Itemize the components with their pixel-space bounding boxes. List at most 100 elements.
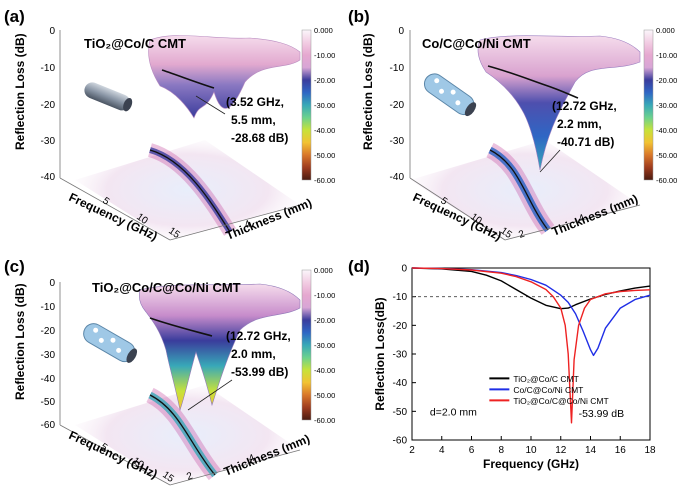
panel-b-annotation: (12.72 GHz, 2.2 mm, -40.71 dB) <box>552 99 617 149</box>
x-tick-label: 4 <box>439 445 445 456</box>
panel-a-annotation-pointer <box>195 95 226 115</box>
panel-c-z-ticks: 0 -10 -20 -30 -40 -50 -60 <box>41 278 56 431</box>
colorbar-tick-label: -30.00 <box>656 101 677 110</box>
panel-b-z-label: Reflection Loss (dB) <box>361 33 375 150</box>
panel-c-contour-line <box>149 394 216 476</box>
panel-b-annotation-line-2: 2.2 mm, <box>557 117 602 131</box>
y-tick-label: -20 <box>393 321 408 332</box>
panel-a-axis-x <box>59 177 171 241</box>
panel-a-annotation-line-2: 5.5 mm, <box>231 113 276 127</box>
panel-b-surface-min-line <box>487 65 579 99</box>
panel-b: (b) Co/C@Co/Ni CMT (12.72 GHz, 2.2 mm, -… <box>348 7 677 243</box>
panel-a-annotation-line-3: -28.68 dB) <box>231 131 288 145</box>
panel-c-annotation-line-2: 2.0 mm, <box>231 347 276 361</box>
panel-a-contour-line <box>149 149 231 233</box>
colorbar-tick-label: -60.00 <box>314 416 335 425</box>
panel-c-z-tick: 0 <box>49 278 55 289</box>
panel-a-z-ticks: 0 -10 -20 -30 -40 <box>41 26 56 183</box>
colorbar-tick-label: -20.00 <box>314 316 335 325</box>
panel-a-floor <box>75 140 300 240</box>
colorbar-tick-label: -40.00 <box>314 126 335 135</box>
panel-c-surface <box>138 283 301 412</box>
legend-entry: Co/C@Co/Ni CMT <box>513 385 583 395</box>
colorbar-tick-label: -40.00 <box>314 366 335 375</box>
panel-c-tube-icon <box>83 323 138 363</box>
panel-c-z-tick: -10 <box>41 302 56 313</box>
series-line-3 <box>411 267 651 424</box>
colorbar-tick-label: -50.00 <box>314 151 335 160</box>
legend-entry: TiO₂@Co/C CMT <box>513 374 578 384</box>
colorbar-tick-label: 0.000 <box>656 26 675 35</box>
panel-b-colorbar: 0.000 -10.00 -20.00 -30.00 -40.00 -50.00 -60.0… <box>643 26 677 185</box>
x-tick-label: 2 <box>409 445 415 456</box>
x-tick-label: 8 <box>498 445 504 456</box>
series-line-1 <box>411 267 651 310</box>
x-tick-label: 18 <box>644 445 656 456</box>
x-tick-label: 6 <box>469 445 475 456</box>
thickness-annotation: d=2.0 mm <box>430 407 477 419</box>
y-tick-label: 0 <box>401 264 407 275</box>
panel-d-chart: 2 4 6 8 10 12 14 16 18 0 -10 -20 -30 -40 -50 -60 Frequen… <box>373 264 656 472</box>
legend-entry: TiO₂@Co/C@Co/Ni CMT <box>513 396 608 406</box>
panel-c-z-tick: -60 <box>41 420 56 431</box>
panel-b-z-tick: -30 <box>390 136 405 147</box>
panel-c-letter: (c) <box>4 257 25 276</box>
colorbar-tick-label: -60.00 <box>314 176 335 185</box>
panel-c-z-tick: -50 <box>41 397 56 408</box>
panel-b-annotation-line-1: (12.72 GHz, <box>552 99 617 113</box>
colorbar-tick-label: 0.000 <box>314 26 333 35</box>
panel-b-annotation-pointer <box>539 149 561 173</box>
y-tick-label: -50 <box>393 407 408 418</box>
colorbar-scale <box>301 29 312 181</box>
x-tick-label: 16 <box>615 445 627 456</box>
panel-c-x-tick: 5 <box>98 441 109 453</box>
panel-b-z-ticks: 0 -10 -20 -30 -40 <box>390 26 405 183</box>
colorbar-tick-label: -10.00 <box>656 51 677 60</box>
panel-c-annotation-pointer <box>187 379 233 411</box>
y-tick-label: -10 <box>393 292 408 303</box>
panel-a-colorbar: 0.000 -10.00 -20.00 -30.00 -40.00 -50.00 -60.0… <box>301 26 335 185</box>
colorbar-tick-label: -50.00 <box>656 151 677 160</box>
panel-a-annotation: (3.52 GHz, 5.5 mm, -28.68 dB) <box>226 95 288 145</box>
panel-b-y-tick: 4 <box>577 212 586 224</box>
panel-c: (c) TiO₂@Co/C@Co/Ni CMT (12.72 GHz, 2.0 … <box>4 257 335 486</box>
panel-b-annotation-line-3: -40.71 dB) <box>557 135 614 149</box>
colorbar-tick-label: -30.00 <box>314 341 335 350</box>
panel-b-axis-y <box>504 204 641 241</box>
colorbar-tick-label: -60.00 <box>656 176 677 185</box>
panel-a-tube-icon <box>84 82 133 112</box>
panel-a-axis-y <box>169 204 301 241</box>
panel-b-z-tick: -40 <box>390 172 405 183</box>
colorbar-tick-label: -40.00 <box>656 126 677 135</box>
panel-b-z-tick: -10 <box>390 63 405 74</box>
colorbar-tick-label: -30.00 <box>314 101 335 110</box>
x-axis-label: Frequency (GHz) <box>483 457 579 471</box>
panel-c-y-tick: 2 <box>185 470 194 482</box>
panel-b-z-tick: 0 <box>398 26 404 37</box>
panel-a-y-tick: 4 <box>243 218 252 230</box>
panel-b-contour-line <box>489 149 549 231</box>
panel-b-z-tick: -20 <box>390 100 405 111</box>
colorbar-tick-label: -10.00 <box>314 291 335 300</box>
colorbar-tick-label: -20.00 <box>314 76 335 85</box>
panel-a-surface <box>148 35 301 119</box>
panel-b-x-tick: 5 <box>438 195 449 207</box>
panel-b-letter: (b) <box>348 7 370 26</box>
panel-d-letter: (d) <box>348 257 370 276</box>
panel-a: (a) TiO₂@Co/C CMT (3.52 GHz, 5.5 mm, -28… <box>4 7 335 243</box>
colorbar-tick-label: -50.00 <box>314 391 335 400</box>
panel-c-axis-x <box>59 424 171 486</box>
panel-a-z-tick: 0 <box>49 26 55 37</box>
panel-d: (d) 2 4 6 8 10 12 14 16 18 0 -10 -20 -30 -40 -50 -60 Fre… <box>348 257 656 471</box>
x-tick-label: 14 <box>585 445 597 456</box>
panel-a-title: TiO₂@Co/C CMT <box>84 36 186 51</box>
panel-a-z-tick: -20 <box>41 100 56 111</box>
colorbar-tick-label: -20.00 <box>656 76 677 85</box>
panel-c-z-tick: -30 <box>41 350 56 361</box>
y-axis-label: Reflection Loss(dB) <box>373 297 387 410</box>
panel-a-x-tick: 5 <box>100 195 111 207</box>
colorbar-tick-label: -10.00 <box>314 51 335 60</box>
panel-c-z-tick: -40 <box>41 374 56 385</box>
panel-c-annotation: (12.72 GHz, 2.0 mm, -53.99 dB) <box>226 329 291 379</box>
